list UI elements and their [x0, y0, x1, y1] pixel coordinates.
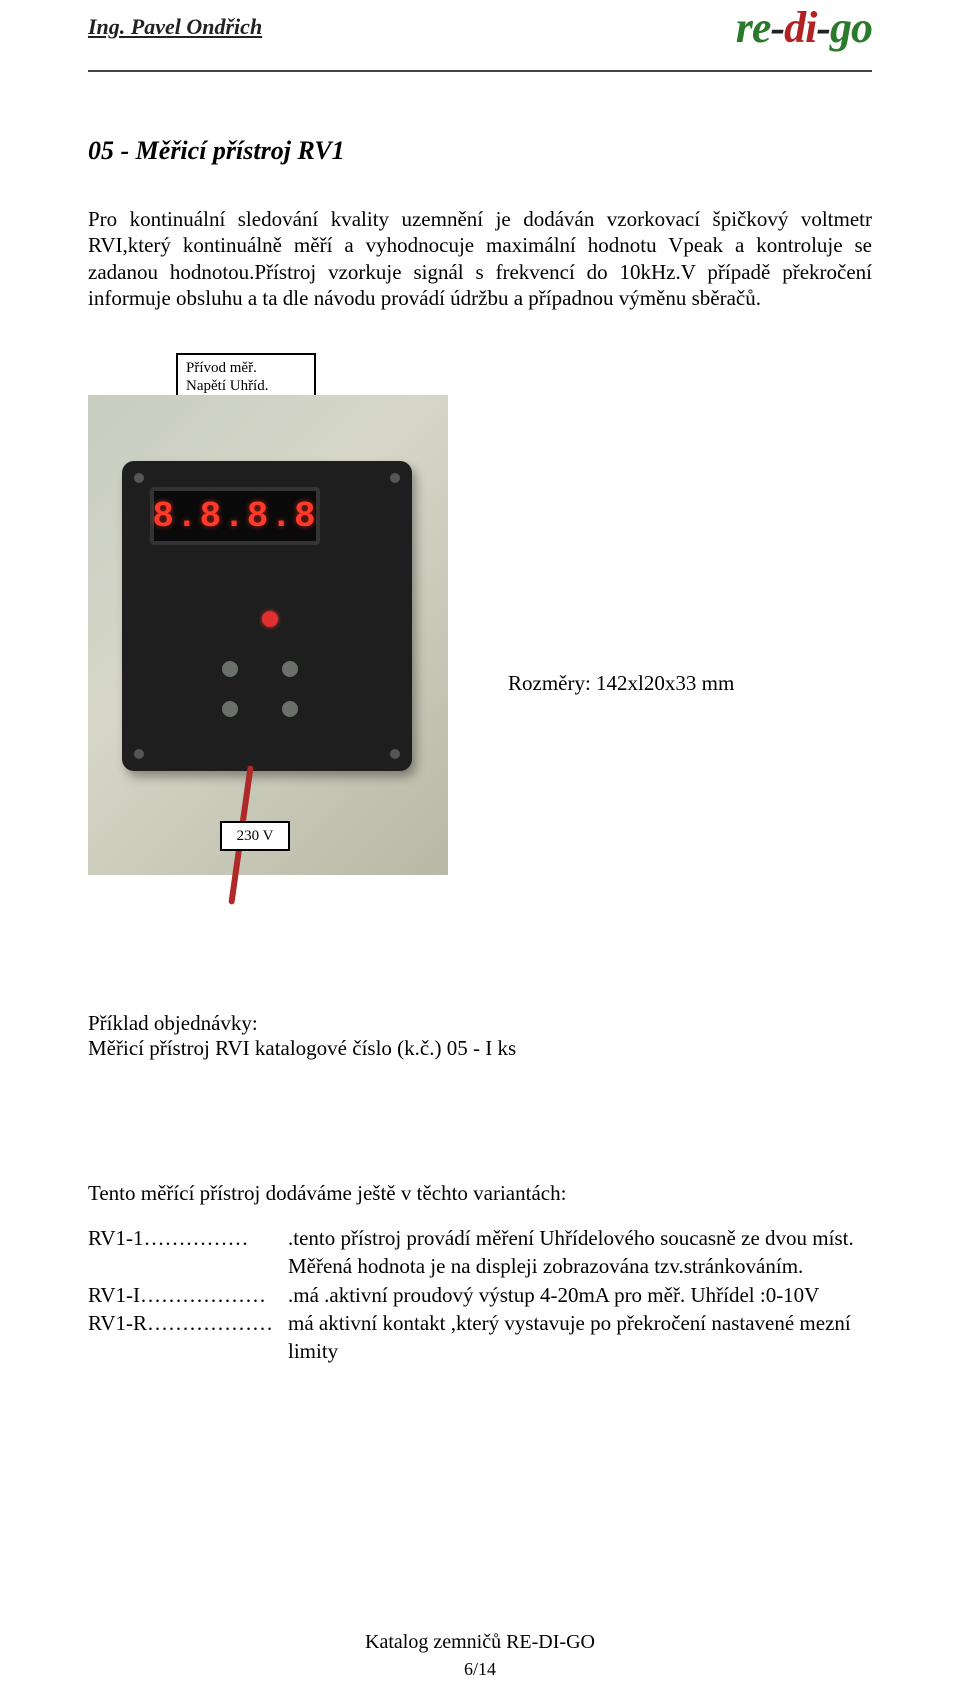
author-name: Ing. Pavel Ondřich — [88, 14, 262, 40]
variant-row: RV1-1…………… .tento přístroj provádí měřen… — [88, 1224, 872, 1281]
content: 05 - Měřicí přístroj RV1 Pro kontinuální… — [88, 72, 872, 1366]
section-title: 05 - Měřicí přístroj RV1 — [88, 136, 872, 166]
display-digits: 8.8.8.8 — [152, 496, 317, 537]
page-number: 6/14 — [0, 1659, 960, 1680]
page-header: Ing. Pavel Ondřich re-di-go — [88, 0, 872, 72]
logo-dash: - — [770, 3, 784, 52]
logo-dash: - — [816, 3, 830, 52]
variant-desc: .tento přístroj provádí měření Uhřídelov… — [288, 1224, 872, 1252]
order-example-line: Měřicí přístroj RVI katalogové číslo (k.… — [88, 1036, 872, 1061]
callout-line: Přívod měř. — [186, 359, 306, 377]
seven-segment-display: 8.8.8.8 — [150, 487, 320, 545]
figure-area: Přívod měř. Napětí Uhříd. 8.8.8.8 — [88, 371, 872, 931]
footer-text: Katalog zemničů RE-DI-GO — [0, 1631, 960, 1654]
variant-code: RV1-R……………… — [88, 1309, 288, 1366]
button-icon — [222, 701, 238, 717]
device-photo: 8.8.8.8 — [88, 395, 448, 875]
dimensions-text: Rozměry: 142xl20x33 mm — [508, 671, 734, 696]
screw-icon — [134, 749, 144, 759]
device-enclosure: 8.8.8.8 — [122, 461, 412, 771]
callout-line: Napětí Uhříd. — [186, 377, 306, 395]
led-red-icon — [262, 611, 278, 627]
button-icon — [282, 701, 298, 717]
screw-icon — [390, 473, 400, 483]
order-example-heading: Příklad objednávky: — [88, 1011, 872, 1036]
variant-desc: .má .aktivní proudový výstup 4-20mA pro … — [288, 1281, 872, 1309]
logo-part-di: di — [784, 3, 816, 52]
button-icon — [222, 661, 238, 677]
variant-code: RV1-I……………… — [88, 1281, 288, 1309]
logo-part-go: go — [830, 3, 872, 52]
variant-code: RV1-1…………… — [88, 1224, 288, 1252]
screw-icon — [390, 749, 400, 759]
callout-top: Přívod měř. Napětí Uhříd. — [176, 353, 316, 401]
variant-row: RV1-R……………… má aktivní kontakt ,který vy… — [88, 1309, 872, 1366]
intro-paragraph: Pro kontinuální sledování kvality uzemně… — [88, 206, 872, 311]
button-icon — [282, 661, 298, 677]
variant-desc-cont: Měřená hodnota je na displeji zobrazován… — [288, 1252, 872, 1280]
variant-row: RV1-I……………… .má .aktivní proudový výstup… — [88, 1281, 872, 1309]
variants-heading: Tento měřící přístroj dodáváme ještě v t… — [88, 1181, 872, 1206]
screw-icon — [134, 473, 144, 483]
variant-desc: má aktivní kontakt ,který vystavuje po p… — [288, 1309, 872, 1366]
brand-logo: re-di-go — [736, 2, 872, 53]
page: Ing. Pavel Ondřich re-di-go 05 - Měřicí … — [0, 0, 960, 1684]
callout-bottom: 230 V — [220, 821, 290, 851]
logo-part-re: re — [736, 3, 771, 52]
